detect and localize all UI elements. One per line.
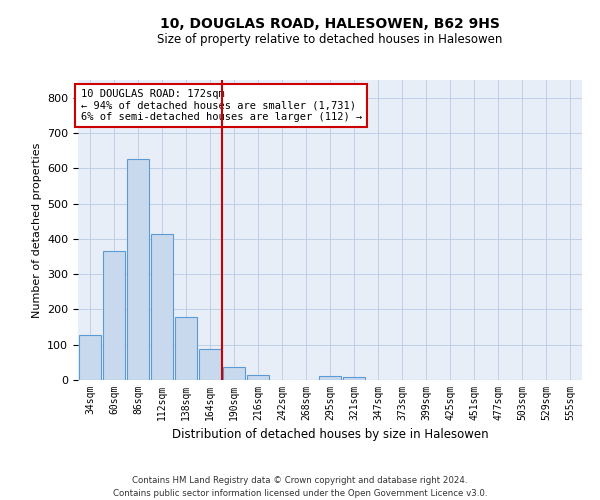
Text: Size of property relative to detached houses in Halesowen: Size of property relative to detached ho… bbox=[157, 32, 503, 46]
Bar bbox=[175, 317, 197, 380]
Bar bbox=[343, 377, 365, 380]
Text: 10 DOUGLAS ROAD: 172sqm
← 94% of detached houses are smaller (1,731)
6% of semi-: 10 DOUGLAS ROAD: 172sqm ← 94% of detache… bbox=[80, 89, 362, 122]
Bar bbox=[79, 335, 101, 380]
Text: Contains HM Land Registry data © Crown copyright and database right 2024.
Contai: Contains HM Land Registry data © Crown c… bbox=[113, 476, 487, 498]
Bar bbox=[223, 367, 245, 380]
Bar bbox=[127, 160, 149, 380]
Bar bbox=[247, 374, 269, 380]
X-axis label: Distribution of detached houses by size in Halesowen: Distribution of detached houses by size … bbox=[172, 428, 488, 442]
Bar bbox=[103, 251, 125, 380]
Bar bbox=[151, 234, 173, 380]
Bar bbox=[319, 376, 341, 380]
Text: 10, DOUGLAS ROAD, HALESOWEN, B62 9HS: 10, DOUGLAS ROAD, HALESOWEN, B62 9HS bbox=[160, 18, 500, 32]
Bar bbox=[199, 349, 221, 380]
Y-axis label: Number of detached properties: Number of detached properties bbox=[32, 142, 41, 318]
